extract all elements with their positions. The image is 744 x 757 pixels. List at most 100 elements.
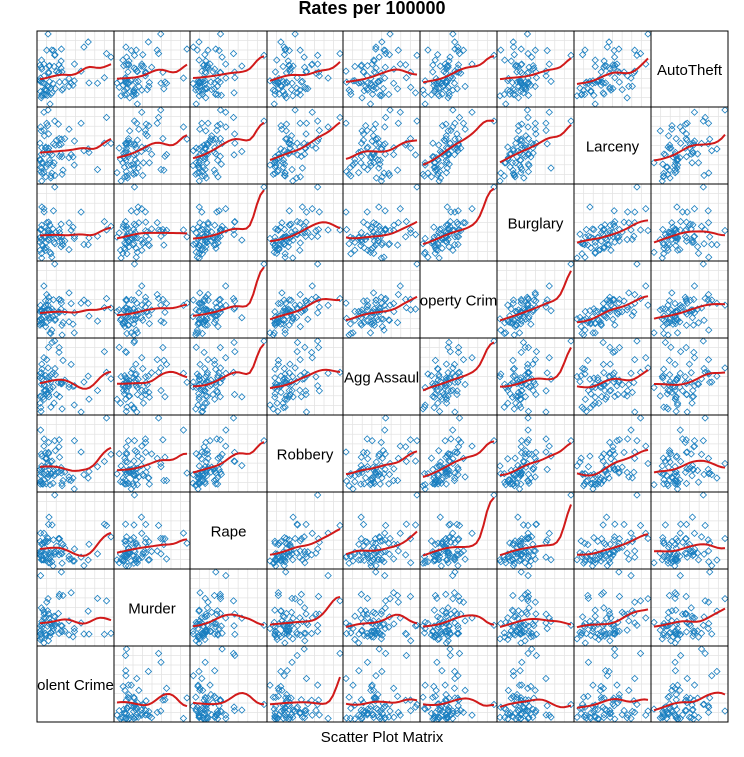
data-point (271, 241, 279, 250)
data-point (189, 296, 198, 304)
data-point (650, 383, 658, 392)
data-point (511, 371, 519, 380)
smooth-line (422, 119, 495, 166)
data-point (389, 299, 398, 308)
data-point (502, 329, 510, 337)
data-point (369, 125, 378, 133)
data-point (614, 234, 622, 242)
data-point (430, 393, 439, 401)
data-point (65, 318, 73, 326)
data-point (70, 234, 78, 243)
data-point (40, 395, 48, 404)
data-point (342, 225, 351, 234)
data-point (211, 221, 219, 229)
data-point (36, 139, 44, 147)
data-point (603, 240, 612, 249)
data-point (65, 245, 73, 254)
data-point (193, 326, 201, 334)
data-point (531, 119, 540, 127)
data-point (157, 232, 165, 240)
data-point (65, 74, 73, 83)
data-point (162, 555, 171, 563)
data-point (606, 227, 614, 235)
data-point (354, 79, 363, 87)
data-point (147, 63, 156, 71)
data-point (623, 549, 631, 557)
data-point (213, 77, 222, 85)
data-point (287, 228, 296, 236)
data-point (591, 238, 599, 247)
data-point (85, 540, 93, 548)
data-point (628, 235, 636, 244)
data-point (430, 223, 438, 231)
data-point (386, 301, 394, 309)
data-point (300, 369, 309, 377)
data-point (385, 550, 394, 558)
data-point (368, 90, 377, 98)
data-point (113, 168, 121, 177)
data-point (36, 571, 45, 580)
data-point (688, 314, 697, 322)
data-point (192, 248, 200, 256)
data-point (610, 222, 619, 231)
data-point (59, 356, 67, 365)
data-point (65, 383, 73, 391)
data-point (421, 234, 429, 243)
data-point (124, 437, 133, 445)
data-point (438, 244, 446, 252)
data-point (378, 241, 386, 249)
data-point (189, 378, 198, 386)
data-point (201, 237, 209, 245)
data-point (55, 343, 63, 352)
data-point (154, 113, 163, 122)
data-point (43, 355, 51, 364)
data-point (302, 520, 310, 529)
data-point (204, 119, 212, 127)
data-point (37, 407, 45, 416)
data-point (229, 49, 238, 58)
data-point (445, 57, 453, 65)
data-point (296, 322, 305, 331)
panel-r3-c2 (189, 260, 268, 339)
data-point (420, 90, 429, 99)
data-point (721, 301, 729, 309)
data-point (336, 521, 344, 530)
data-point (282, 299, 290, 307)
data-point (301, 83, 309, 92)
data-point (389, 79, 398, 87)
data-point (77, 408, 85, 416)
data-point (41, 322, 50, 331)
data-point (222, 426, 230, 434)
data-point (427, 371, 436, 380)
data-point (676, 347, 685, 356)
data-point (607, 455, 615, 463)
data-point (280, 160, 289, 168)
data-point (504, 74, 513, 83)
data-point (230, 338, 238, 347)
data-point (521, 315, 530, 323)
data-point (47, 403, 55, 411)
data-point (429, 139, 437, 147)
data-point (207, 228, 216, 236)
data-point (591, 249, 599, 257)
data-point (379, 84, 387, 93)
data-point (221, 205, 230, 213)
data-point (229, 414, 238, 422)
data-point (161, 535, 169, 543)
data-point (195, 203, 203, 211)
data-point (672, 316, 681, 324)
data-point (231, 347, 239, 356)
data-point (349, 77, 357, 85)
data-point (665, 228, 674, 237)
data-point (611, 74, 619, 82)
data-point (442, 159, 451, 167)
data-point (393, 85, 402, 93)
data-point (296, 119, 304, 127)
data-point (183, 135, 191, 143)
data-point (606, 83, 614, 92)
data-point (55, 392, 64, 401)
data-point (435, 254, 443, 262)
data-point (203, 392, 212, 401)
data-point (363, 85, 371, 93)
data-point (48, 338, 56, 347)
